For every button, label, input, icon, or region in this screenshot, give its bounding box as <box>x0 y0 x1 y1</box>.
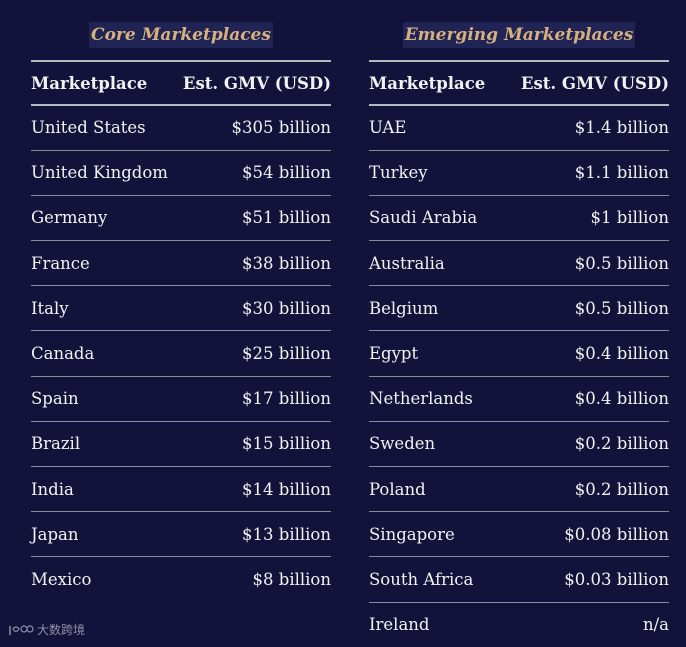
emerging-marketplaces-table: Marketplace Est. GMV (USD) UAE $1.4 billi… <box>369 60 669 647</box>
core-header-marketplace: Marketplace <box>31 73 148 93</box>
marketplace-name: Australia <box>369 253 445 273</box>
marketplace-name: Singapore <box>369 524 455 544</box>
gmv-value: $54 billion <box>242 163 331 183</box>
emerging-marketplaces-panel: Emerging Marketplaces Marketplace Est. G… <box>369 22 669 647</box>
gmv-value: $25 billion <box>242 344 331 364</box>
marketplace-name: Turkey <box>369 163 428 183</box>
gmv-value: $13 billion <box>242 524 331 544</box>
gmv-value: $305 billion <box>231 118 331 138</box>
gmv-value: $14 billion <box>242 479 331 499</box>
table-row: South Africa $0.03 billion <box>369 557 669 603</box>
table-row: Turkey $1.1 billion <box>369 150 669 196</box>
gmv-value: $15 billion <box>242 434 331 454</box>
gmv-value: $0.4 billion <box>574 389 669 409</box>
table-row: Singapore $0.08 billion <box>369 512 669 557</box>
gmv-value: $0.4 billion <box>574 344 669 364</box>
table-row: Germany $51 billion <box>31 195 331 241</box>
gmv-value: $8 billion <box>252 570 331 590</box>
marketplace-name: Belgium <box>369 298 439 318</box>
table-row: Belgium $0.5 billion <box>369 286 669 331</box>
gmv-value: $0.03 billion <box>564 569 669 589</box>
marketplace-name: United States <box>31 118 146 138</box>
table-row: United Kingdom $54 billion <box>31 150 331 196</box>
table-row: Ireland n/a <box>369 602 669 647</box>
marketplace-name: Saudi Arabia <box>369 208 478 228</box>
core-marketplaces-table: Marketplace Est. GMV (USD) United States… <box>31 60 331 602</box>
marketplace-name: Italy <box>31 298 69 318</box>
marketplace-name: Mexico <box>31 570 92 590</box>
marketplace-name: Sweden <box>369 434 436 454</box>
gmv-value: $0.5 billion <box>574 253 669 273</box>
table-row: India $14 billion <box>31 467 331 512</box>
marketplace-name: Ireland <box>369 615 430 635</box>
marketplace-name: United Kingdom <box>31 163 168 183</box>
table-row: Italy $30 billion <box>31 286 331 331</box>
table-row: Saudi Arabia $1 billion <box>369 195 669 241</box>
marketplace-name: Japan <box>31 524 79 544</box>
watermark-text: 大数跨境 <box>37 623 86 637</box>
gmv-value: n/a <box>642 615 669 635</box>
table-row: Canada $25 billion <box>31 331 331 377</box>
emerging-marketplaces-title-text: Emerging Marketplaces <box>402 22 636 48</box>
gmv-value: $0.2 billion <box>574 434 669 454</box>
gmv-value: $0.2 billion <box>574 479 669 499</box>
table-row: Australia $0.5 billion <box>369 241 669 286</box>
core-marketplaces-title: Core Marketplaces <box>31 22 331 50</box>
marketplace-name: Spain <box>31 389 79 409</box>
table-row: Egypt $0.4 billion <box>369 331 669 377</box>
gmv-value: $0.08 billion <box>564 524 669 544</box>
table-row: United States $305 billion <box>31 105 331 151</box>
marketplace-name: UAE <box>369 118 407 138</box>
gmv-value: $1.4 billion <box>574 118 669 138</box>
marketplace-name: Canada <box>31 344 95 364</box>
emerging-header-marketplace: Marketplace <box>369 73 486 93</box>
marketplace-name: Germany <box>31 208 108 228</box>
core-header-row: Marketplace Est. GMV (USD) <box>31 61 331 105</box>
table-row: Sweden $0.2 billion <box>369 421 669 467</box>
table-row: UAE $1.4 billion <box>369 105 669 151</box>
marketplace-name: France <box>31 253 90 273</box>
gmv-value: $30 billion <box>242 298 331 318</box>
table-row: Japan $13 billion <box>31 512 331 557</box>
marketplace-name: Poland <box>369 479 426 499</box>
table-row: Spain $17 billion <box>31 376 331 422</box>
gmv-value: $1 billion <box>590 208 669 228</box>
marketplace-name: South Africa <box>369 569 474 589</box>
gmv-value: $51 billion <box>242 208 331 228</box>
core-marketplaces-title-text: Core Marketplaces <box>89 22 273 48</box>
marketplace-name: Brazil <box>31 434 81 454</box>
watermark-logo-icon <box>9 624 34 635</box>
core-header-gmv: Est. GMV (USD) <box>182 73 331 93</box>
gmv-value: $38 billion <box>242 253 331 273</box>
gmv-value: $1.1 billion <box>574 163 669 183</box>
marketplace-name: India <box>31 479 74 499</box>
table-row: Mexico $8 billion <box>31 557 331 602</box>
marketplace-name: Egypt <box>369 344 419 364</box>
emerging-header-gmv: Est. GMV (USD) <box>520 73 669 93</box>
marketplace-name: Netherlands <box>369 389 473 409</box>
table-row: France $38 billion <box>31 241 331 286</box>
table-row: Netherlands $0.4 billion <box>369 376 669 422</box>
watermark: 大数跨境 <box>8 621 85 638</box>
gmv-value: $0.5 billion <box>574 298 669 318</box>
gmv-value: $17 billion <box>242 389 331 409</box>
emerging-marketplaces-title: Emerging Marketplaces <box>369 22 669 50</box>
emerging-header-row: Marketplace Est. GMV (USD) <box>369 61 669 105</box>
core-marketplaces-panel: Core Marketplaces Marketplace Est. GMV (… <box>31 22 331 602</box>
table-row: Poland $0.2 billion <box>369 467 669 512</box>
table-row: Brazil $15 billion <box>31 421 331 467</box>
